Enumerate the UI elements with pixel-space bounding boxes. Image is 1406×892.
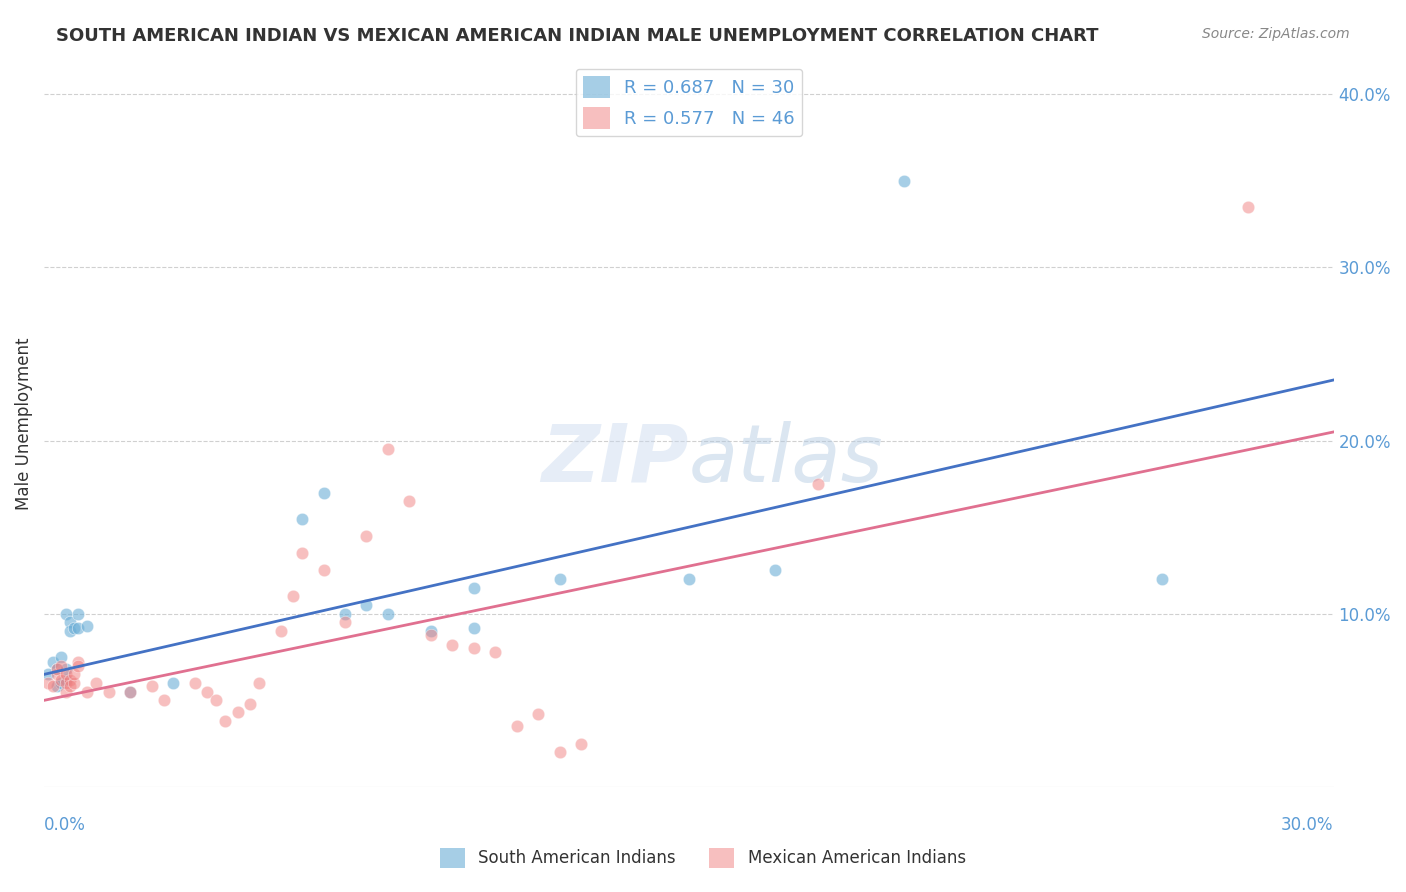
Point [51, 676, 73, 690]
Point [41, 655, 63, 669]
Point [55, 667, 77, 681]
Text: 0.0%: 0.0% [44, 816, 86, 834]
Point [291, 546, 314, 560]
Point [333, 607, 356, 621]
Point [1150, 572, 1173, 586]
Point [548, 745, 571, 759]
Point [678, 572, 700, 586]
Point [55, 684, 77, 698]
Legend: South American Indians, Mexican American Indians: South American Indians, Mexican American… [433, 841, 973, 875]
Point [548, 572, 571, 586]
Point [59, 624, 82, 638]
Point [67, 658, 90, 673]
Text: atlas: atlas [689, 421, 883, 499]
Point [398, 494, 420, 508]
Point [312, 485, 335, 500]
Point [356, 598, 378, 612]
Point [197, 684, 219, 698]
Point [291, 511, 314, 525]
Point [162, 676, 184, 690]
Point [37, 676, 59, 690]
Point [441, 638, 464, 652]
Point [226, 706, 249, 720]
Point [484, 645, 506, 659]
Point [46, 662, 69, 676]
Point [120, 684, 142, 698]
Point [463, 621, 485, 635]
Point [55, 676, 77, 690]
Point [67, 607, 90, 621]
Point [893, 174, 915, 188]
Point [46, 662, 69, 676]
Point [55, 673, 77, 687]
Point [51, 650, 73, 665]
Legend: R = 0.687   N = 30, R = 0.577   N = 46: R = 0.687 N = 30, R = 0.577 N = 46 [575, 69, 803, 136]
Text: Source: ZipAtlas.com: Source: ZipAtlas.com [1202, 27, 1350, 41]
Text: SOUTH AMERICAN INDIAN VS MEXICAN AMERICAN INDIAN MALE UNEMPLOYMENT CORRELATION C: SOUTH AMERICAN INDIAN VS MEXICAN AMERICA… [56, 27, 1098, 45]
Text: ZIP: ZIP [541, 421, 689, 499]
Point [76, 684, 98, 698]
Point [37, 667, 59, 681]
Point [463, 581, 485, 595]
Point [247, 676, 270, 690]
Point [763, 564, 786, 578]
Point [239, 697, 262, 711]
Point [377, 607, 399, 621]
Point [420, 624, 443, 638]
Point [506, 719, 529, 733]
Point [76, 619, 98, 633]
Point [463, 641, 485, 656]
Point [51, 673, 73, 687]
Point [120, 684, 142, 698]
Text: 30.0%: 30.0% [1281, 816, 1334, 834]
Point [183, 676, 205, 690]
Point [59, 673, 82, 687]
Point [67, 621, 90, 635]
Point [283, 590, 305, 604]
Point [356, 529, 378, 543]
Point [205, 693, 228, 707]
Point [571, 737, 593, 751]
Y-axis label: Male Unemployment: Male Unemployment [15, 337, 32, 509]
Point [420, 627, 443, 641]
Point [807, 476, 830, 491]
Point [1236, 200, 1258, 214]
Point [527, 707, 550, 722]
Point [141, 680, 163, 694]
Point [312, 564, 335, 578]
Point [55, 607, 77, 621]
Point [51, 658, 73, 673]
Point [153, 693, 176, 707]
Point [377, 442, 399, 457]
Point [59, 680, 82, 694]
Point [63, 621, 86, 635]
Point [270, 624, 292, 638]
Point [63, 667, 86, 681]
Point [97, 684, 120, 698]
Point [214, 714, 236, 728]
Point [63, 676, 86, 690]
Point [55, 662, 77, 676]
Point [67, 655, 90, 669]
Point [333, 615, 356, 630]
Point [46, 667, 69, 681]
Point [41, 680, 63, 694]
Point [84, 676, 107, 690]
Point [46, 680, 69, 694]
Point [59, 615, 82, 630]
